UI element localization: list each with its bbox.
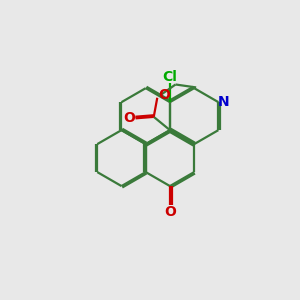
Text: Cl: Cl	[163, 70, 177, 83]
Text: O: O	[158, 88, 170, 102]
Text: O: O	[164, 205, 176, 219]
Text: O: O	[123, 111, 135, 125]
Text: N: N	[218, 95, 230, 109]
